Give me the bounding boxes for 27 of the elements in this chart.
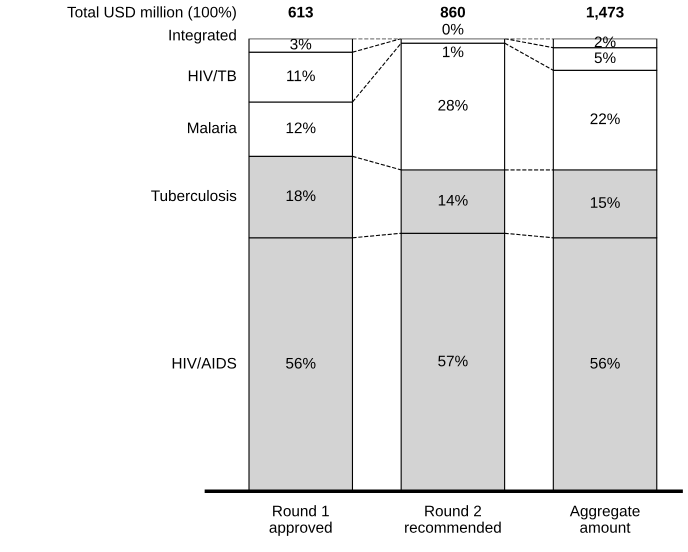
data-label: 11% xyxy=(287,70,315,82)
data-label: 57% xyxy=(438,356,468,366)
series-label: Integrated xyxy=(169,29,236,44)
x-tick-label: Aggregate amount xyxy=(570,506,640,533)
data-label: 28% xyxy=(438,100,468,111)
data-label: 2% xyxy=(594,36,616,48)
data-label: 56% xyxy=(590,358,620,369)
data-label: 12% xyxy=(286,122,316,134)
data-label: 14% xyxy=(438,194,468,206)
data-label: 0% xyxy=(442,24,464,35)
series-label: HIV/AIDS xyxy=(172,357,236,369)
x-tick-label: Round 1 approved xyxy=(270,505,332,536)
annotation: 860 xyxy=(440,6,466,18)
text: Total USD million (100%) xyxy=(67,6,236,21)
x-tick-label: Round 2 recommended xyxy=(405,505,501,533)
series-label: Malaria xyxy=(188,122,237,134)
data-label: 3% xyxy=(290,38,312,50)
series-label: HIV/TB xyxy=(188,70,236,82)
data-label: 1% xyxy=(443,46,464,58)
annotation: 1,473 xyxy=(586,6,624,20)
data-label: 15% xyxy=(590,197,620,208)
annotation: 613 xyxy=(288,6,313,18)
data-label: 18% xyxy=(286,190,316,202)
data-label: 56% xyxy=(286,358,316,369)
data-label: 22% xyxy=(590,113,620,124)
data-label: 5% xyxy=(594,52,616,64)
series-label: Tuberculosis xyxy=(151,190,236,202)
